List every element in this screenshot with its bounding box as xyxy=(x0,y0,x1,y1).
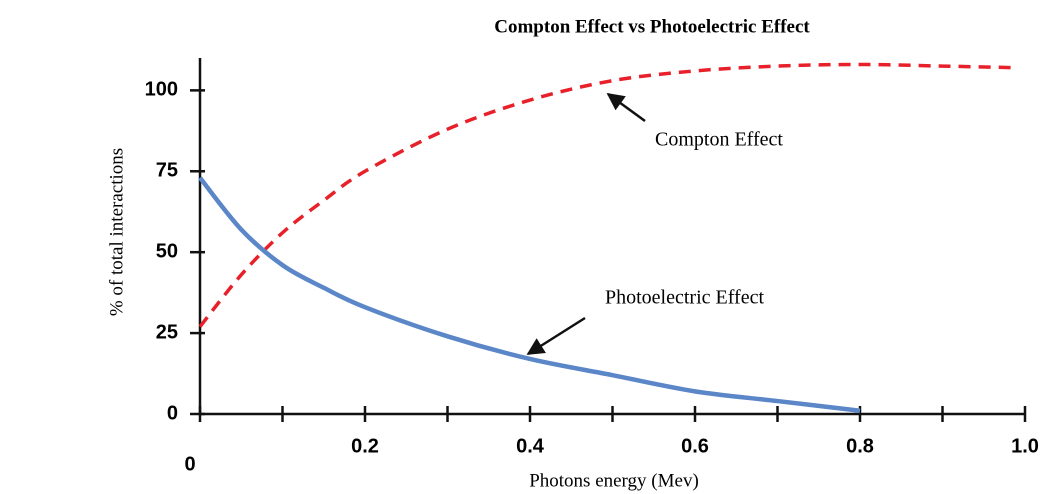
x-tick-label: 0.2 xyxy=(351,435,379,457)
y-tick-label: 25 xyxy=(156,321,178,343)
line-series xyxy=(198,176,861,413)
annotation-arrow xyxy=(606,92,646,123)
x-tick-label: 0.8 xyxy=(846,435,874,457)
annotation-arrow xyxy=(526,316,586,356)
annotation: Compton Effect xyxy=(655,129,783,151)
x-tick-label: 0.4 xyxy=(516,435,545,457)
x-tick-label: 1.0 xyxy=(1011,435,1039,457)
y-tick-label: 75 xyxy=(156,160,178,182)
y-tick-label: 100 xyxy=(145,79,178,101)
chart-title: Compton Effect vs Photoelectric Effect xyxy=(494,16,810,37)
x-axis-label: Photons energy (Mev) xyxy=(529,470,699,491)
annotation: Photoelectric Effect xyxy=(605,287,764,309)
x-tick-label: 0.6 xyxy=(681,435,709,457)
y-tick-label: 50 xyxy=(156,240,178,262)
line-series xyxy=(198,62,1017,328)
y-axis-label: % of total interactions xyxy=(106,148,127,316)
x-tick-label: 0 xyxy=(184,453,195,475)
y-tick-label: 0 xyxy=(167,402,178,424)
